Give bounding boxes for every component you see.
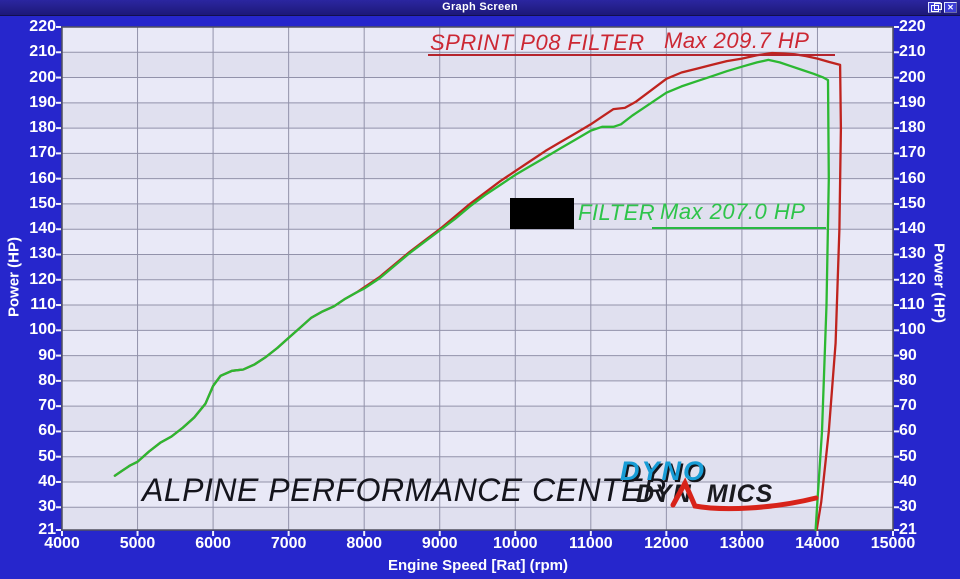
redacted-label-box xyxy=(510,198,574,229)
window-title: Graph Screen xyxy=(442,1,518,13)
red-series-max-value: Max 209.7 HP xyxy=(664,28,810,53)
plot-band xyxy=(62,305,893,331)
dyno-dynamics-logo: DYNO DYN MICS xyxy=(612,455,844,517)
plot-band xyxy=(62,330,893,356)
plot-band xyxy=(62,355,893,381)
green-power-curve xyxy=(113,58,830,532)
restore-icon xyxy=(931,3,942,12)
plot-band xyxy=(62,203,893,230)
red-annotation-underline xyxy=(428,54,835,56)
plot-band xyxy=(62,77,893,103)
green-series-label: FILTER xyxy=(578,200,656,225)
plot-band xyxy=(62,507,893,530)
plot-band xyxy=(62,431,893,457)
plot-band xyxy=(62,481,893,508)
red-series-label: SPRINT P08 FILTER xyxy=(430,30,645,55)
plot-band xyxy=(62,406,893,432)
restore-window-button[interactable] xyxy=(928,2,942,13)
dyno-shop-watermark: ALPINE PERFORMANCE CENTER xyxy=(142,472,667,508)
plot-border xyxy=(61,26,894,531)
plot-band xyxy=(62,279,893,306)
green-series-max-value: Max 207.0 HP xyxy=(660,199,806,224)
close-window-button[interactable]: ✕ xyxy=(944,2,957,13)
plot-band xyxy=(62,27,893,53)
plot-band xyxy=(62,380,893,407)
window-titlebar[interactable]: Graph Screen ✕ xyxy=(0,0,960,16)
plot-band xyxy=(62,254,893,280)
plot-band xyxy=(62,128,893,154)
logo-a-swoosh-icon xyxy=(670,477,819,512)
logo-text-dyno: DYNO xyxy=(620,456,707,486)
green-annotation-underline xyxy=(652,227,826,229)
plot-band xyxy=(62,102,893,129)
plot-band xyxy=(62,153,893,179)
plot-band xyxy=(62,52,893,78)
plot-band xyxy=(62,229,893,255)
plot-band xyxy=(62,456,893,482)
